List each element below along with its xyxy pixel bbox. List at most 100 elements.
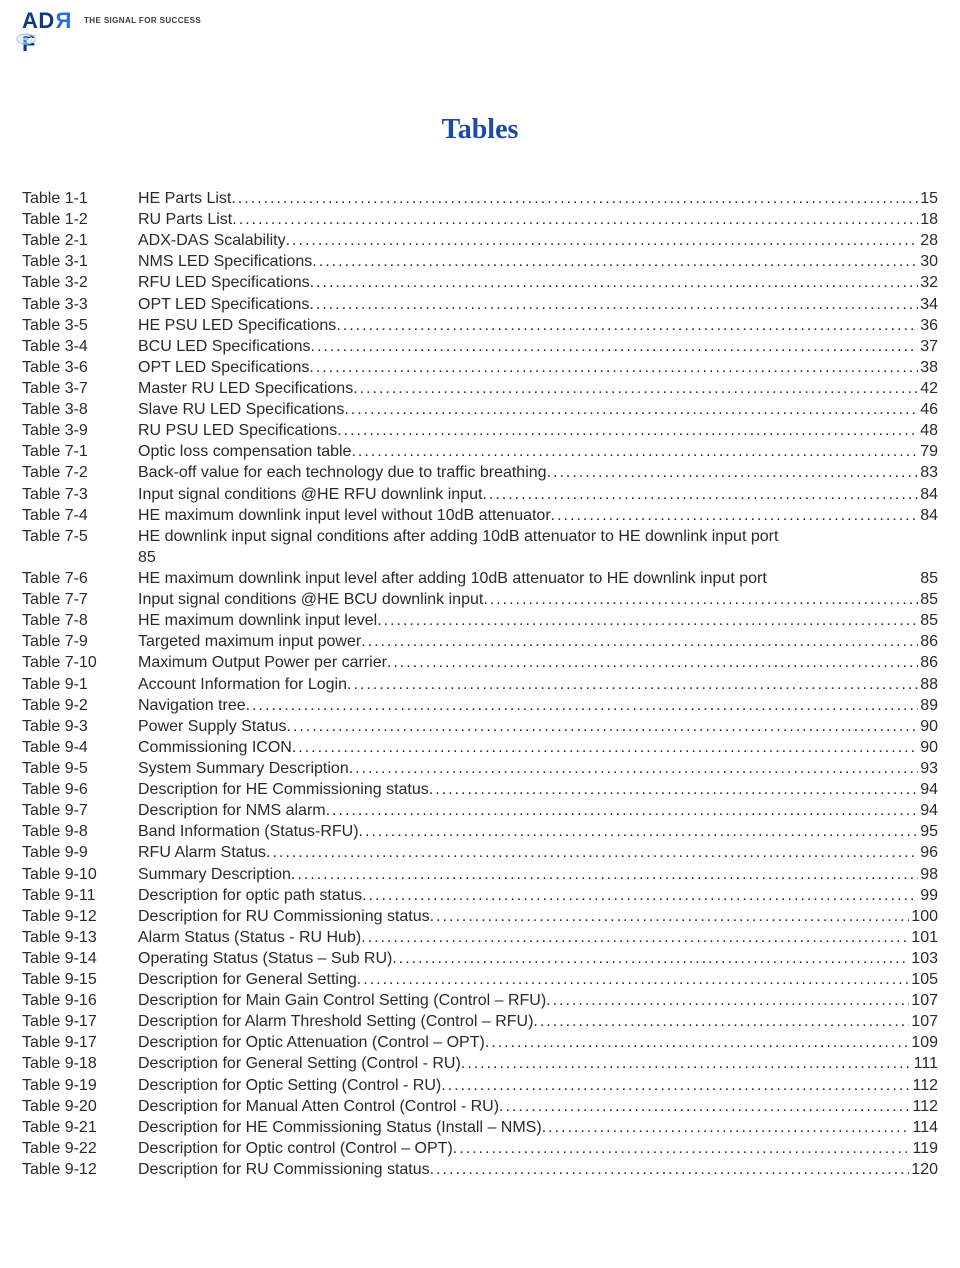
toc-label: Table 9-16 (22, 990, 138, 1011)
toc-page-number: 84 (918, 505, 938, 526)
toc-leader-dots (311, 336, 919, 357)
toc-leader-dots (453, 1138, 911, 1159)
toc-label: Table 7-7 (22, 589, 138, 610)
document-page: ADRF THE SIGNAL FOR SUCCESS Tables Table… (0, 0, 960, 1220)
toc-page-number: 28 (918, 230, 938, 251)
toc-row: Table 9-13Alarm Status (Status - RU Hub)… (22, 927, 938, 948)
toc-label: Table 9-22 (22, 1138, 138, 1159)
toc-title: Description for General Setting (138, 969, 357, 990)
toc-label: Table 7-9 (22, 631, 138, 652)
toc-page-number: 112 (910, 1075, 938, 1096)
toc-label: Table 7-2 (22, 462, 138, 483)
toc-title: RU PSU LED Specifications (138, 420, 337, 441)
toc-label: Table 9-12 (22, 1159, 138, 1180)
toc-page-number: 86 (918, 631, 938, 652)
toc-label: Table 9-11 (22, 885, 138, 906)
toc-leader-dots (353, 378, 918, 399)
toc-row: Table 7-3Input signal conditions @HE RFU… (22, 484, 938, 505)
toc-row: Table 7-10Maximum Output Power per carri… (22, 652, 938, 673)
toc-title: Description for Optic control (Control –… (138, 1138, 453, 1159)
toc-page-number: 107 (909, 990, 938, 1011)
toc-row: Table 7-4HE maximum downlink input level… (22, 505, 938, 526)
toc-title: BCU LED Specifications (138, 336, 311, 357)
toc-row: Table 9-9RFU Alarm Status96 (22, 842, 938, 863)
toc-row: Table 9-21Description for HE Commissioni… (22, 1117, 938, 1138)
toc-label: Table 9-15 (22, 969, 138, 990)
toc-page-number: 93 (918, 758, 938, 779)
toc-page-number: 95 (918, 821, 938, 842)
toc-label: Table 9-4 (22, 737, 138, 758)
toc-label: Table 7-5 (22, 526, 138, 547)
toc-leader-dots (546, 990, 909, 1011)
toc-page-number: 37 (918, 336, 938, 357)
toc-leader-dots (326, 800, 919, 821)
toc-row: Table 9-18Description for General Settin… (22, 1053, 938, 1074)
toc-row: Table 9-20Description for Manual Atten C… (22, 1096, 938, 1117)
toc-leader-dots (430, 1159, 910, 1180)
toc-row: Table 9-3Power Supply Status90 (22, 716, 938, 737)
toc-page-number: 120 (909, 1159, 938, 1180)
toc-leader-dots (347, 674, 918, 695)
toc-label: Table 3-4 (22, 336, 138, 357)
toc-title: Description for Alarm Threshold Setting … (138, 1011, 533, 1032)
toc-title: HE downlink input signal conditions afte… (138, 526, 938, 547)
toc-label: Table 9-18 (22, 1053, 138, 1074)
toc-title: Description for optic path status (138, 885, 362, 906)
toc-row: Table 9-10Summary Description98 (22, 864, 938, 885)
toc-leader-dots (357, 969, 910, 990)
toc-page-number: 101 (909, 927, 938, 948)
toc-row: Table 3-6OPT LED Specifications38 (22, 357, 938, 378)
toc-page-number: 98 (918, 864, 938, 885)
toc-page-number: 36 (918, 315, 938, 336)
toc-title: NMS LED Specifications (138, 251, 312, 272)
toc-title: System Summary Description (138, 758, 349, 779)
toc-leader-dots (551, 505, 919, 526)
toc-page-number: 42 (918, 378, 938, 399)
toc-leader-dots (231, 188, 918, 209)
toc-leader-dots (387, 652, 918, 673)
toc-page-number: 32 (918, 272, 938, 293)
toc-row: Table 1-1HE Parts List15 (22, 188, 938, 209)
toc-row: Table 9-22Description for Optic control … (22, 1138, 938, 1159)
toc-title: Description for Manual Atten Control (Co… (138, 1096, 499, 1117)
toc-label: Table 2-1 (22, 230, 138, 251)
toc-row: Table 9-7Description for NMS alarm94 (22, 800, 938, 821)
toc-title: Master RU LED Specifications (138, 378, 353, 399)
toc-page-number: 90 (918, 737, 938, 758)
toc-row: Table 3-3OPT LED Specifications34 (22, 294, 938, 315)
toc-leader-dots (547, 462, 919, 483)
toc-title: Description for General Setting (Control… (138, 1053, 461, 1074)
toc-row: Table 9-12Description for RU Commissioni… (22, 906, 938, 927)
toc-page-number: 86 (918, 652, 938, 673)
toc-page-number: 85 (918, 610, 938, 631)
toc-leader-dots (485, 1032, 909, 1053)
toc-row: Table 3-5HE PSU LED Specifications36 (22, 315, 938, 336)
toc-leader-dots (362, 885, 918, 906)
toc-wrapped-page-number: 85 (22, 547, 938, 568)
toc-label: Table 3-3 (22, 294, 138, 315)
toc-label: Table 3-6 (22, 357, 138, 378)
toc-row: Table 7-1Optic loss compensation table79 (22, 441, 938, 462)
toc-title: Description for RU Commissioning status (138, 906, 430, 927)
toc-leader-dots (336, 315, 918, 336)
toc-row: Table 9-19Description for Optic Setting … (22, 1075, 938, 1096)
toc-title: Power Supply Status (138, 716, 287, 737)
toc-title: Slave RU LED Specifications (138, 399, 344, 420)
toc-page-number: 112 (910, 1096, 938, 1117)
brand-logo: ADRF (22, 10, 78, 36)
toc-title: OPT LED Specifications (138, 294, 309, 315)
toc-page-number: 15 (918, 188, 938, 209)
toc-row: Table 9-16Description for Main Gain Cont… (22, 990, 938, 1011)
toc-label: Table 9-1 (22, 674, 138, 695)
toc-title: Targeted maximum input power (138, 631, 361, 652)
toc-leader-dots (377, 610, 918, 631)
toc-row: Table 9-15Description for General Settin… (22, 969, 938, 990)
toc-row: Table 7-2Back-off value for each technol… (22, 462, 938, 483)
toc-row: Table 9-14Operating Status (Status – Sub… (22, 948, 938, 969)
toc-leader-dots (287, 716, 919, 737)
toc-leader-dots (361, 631, 918, 652)
toc-row: Table 9-1Account Information for Login88 (22, 674, 938, 695)
toc-leader-dots (266, 842, 918, 863)
toc-leader-dots (359, 821, 919, 842)
toc-leader-dots (232, 209, 918, 230)
